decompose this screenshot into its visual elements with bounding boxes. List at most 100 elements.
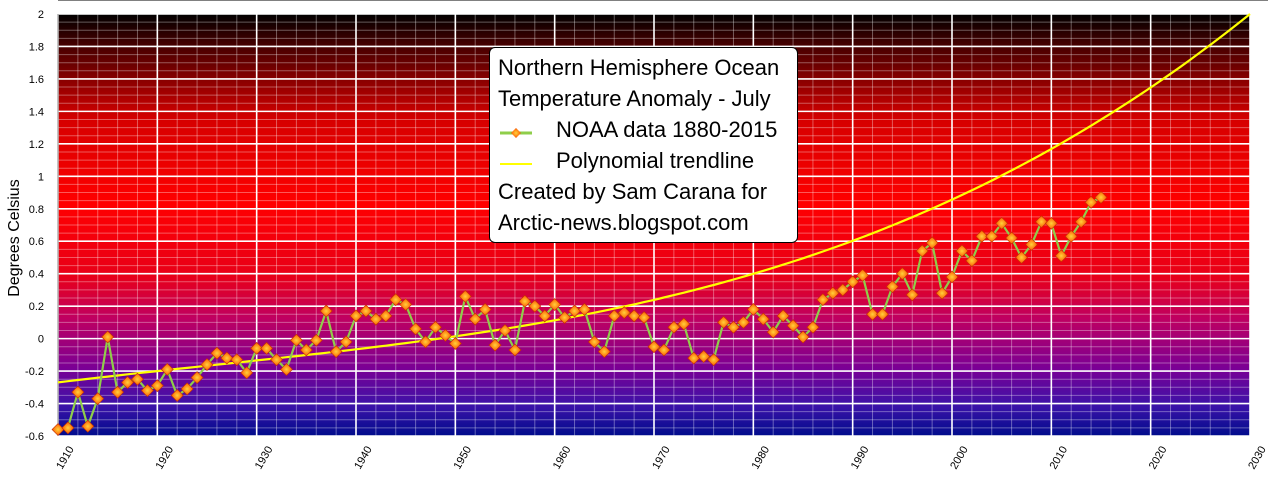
data-point-marker xyxy=(816,293,830,307)
x-tick-label: 1960 xyxy=(551,444,574,471)
data-point-marker xyxy=(786,319,800,333)
x-tick-label: 1930 xyxy=(253,444,276,471)
legend-label-noaa: NOAA data 1880-2015 xyxy=(556,117,778,142)
data-point-marker xyxy=(985,229,999,243)
data-point-marker xyxy=(876,307,889,321)
data-point-marker xyxy=(190,371,204,384)
data-point-marker xyxy=(548,298,562,311)
y-tick-label: 1.6 xyxy=(29,74,44,86)
y-tick-label: -0.6 xyxy=(25,431,44,443)
data-point-marker xyxy=(61,421,75,435)
data-point-marker xyxy=(429,320,442,334)
data-point-marker xyxy=(508,343,522,357)
data-point-marker xyxy=(329,345,343,359)
data-point-marker xyxy=(866,307,879,321)
data-point-marker xyxy=(995,216,1009,230)
data-point-marker xyxy=(975,229,989,243)
data-point-marker xyxy=(498,324,512,337)
credit-line-2: Arctic-news.blogspot.com xyxy=(498,210,749,235)
legend-entry-noaa: NOAA data 1880-2015 xyxy=(498,114,789,145)
data-point-marker xyxy=(280,363,293,376)
y-tick-label: -0.2 xyxy=(25,366,44,378)
data-point-marker xyxy=(210,346,224,360)
data-point-marker xyxy=(309,333,323,347)
data-point-marker xyxy=(111,385,125,399)
data-point-marker xyxy=(180,382,194,396)
data-point-marker xyxy=(617,306,631,320)
data-point-marker xyxy=(1044,216,1058,230)
x-tick-label: 2000 xyxy=(948,444,971,471)
data-point-marker xyxy=(468,312,482,326)
data-point-marker xyxy=(637,311,651,324)
data-point-marker xyxy=(419,335,432,349)
data-point-marker xyxy=(955,244,969,258)
data-point-marker xyxy=(1034,215,1048,229)
data-point-marker xyxy=(667,320,681,334)
data-point-marker xyxy=(915,244,929,258)
data-point-marker xyxy=(607,309,621,323)
x-tick-label: 1970 xyxy=(650,444,673,471)
data-point-marker xyxy=(488,338,502,352)
data-point-marker xyxy=(289,333,303,347)
data-point-marker xyxy=(1074,215,1088,229)
legend-label-trendline: Polynomial trendline xyxy=(556,148,755,173)
data-point-marker xyxy=(200,358,214,372)
legend: Northern Hemisphere Ocean Temperature An… xyxy=(489,47,798,243)
data-point-marker xyxy=(71,385,85,399)
data-point-marker xyxy=(945,270,959,284)
chart-title-line-2: Temperature Anomaly - July xyxy=(498,86,771,111)
y-tick-label: 0 xyxy=(38,334,44,346)
data-point-marker xyxy=(895,267,909,281)
x-tick-label: 1980 xyxy=(750,444,773,471)
data-point-marker xyxy=(299,343,313,357)
data-point-marker xyxy=(1094,190,1108,204)
data-point-marker xyxy=(935,286,949,300)
data-point-marker xyxy=(796,330,810,344)
x-tick-label: 1990 xyxy=(849,444,872,471)
data-point-marker xyxy=(1015,251,1028,264)
data-point-marker xyxy=(677,317,691,331)
data-point-marker xyxy=(240,366,254,380)
x-tick-label: 1910 xyxy=(54,444,77,471)
data-point-marker xyxy=(657,343,671,357)
x-tick-label: 1950 xyxy=(452,444,475,471)
data-point-marker xyxy=(856,268,870,282)
y-tick-label: 0.6 xyxy=(29,236,44,248)
trendline-path xyxy=(57,13,1251,384)
data-point-marker xyxy=(260,341,274,355)
data-point-marker xyxy=(270,353,283,367)
data-point-marker xyxy=(160,363,174,376)
y-tick-label: 0.4 xyxy=(29,269,44,281)
data-point-marker xyxy=(627,309,641,323)
x-tick-label: 2010 xyxy=(1048,444,1071,471)
y-axis-title: Degrees Celsius xyxy=(6,179,23,296)
data-point-marker xyxy=(518,294,532,308)
trendline-series xyxy=(57,13,1251,384)
data-point-marker xyxy=(319,304,333,318)
data-point-marker xyxy=(359,304,373,318)
data-point-marker xyxy=(717,315,730,329)
data-point-marker xyxy=(220,351,234,365)
data-point-marker xyxy=(91,392,105,406)
data-point-marker xyxy=(736,315,750,329)
data-point-marker xyxy=(707,353,721,367)
data-point-marker xyxy=(766,325,780,339)
x-tick-label: 1920 xyxy=(154,444,177,471)
data-point-marker xyxy=(369,312,383,326)
data-point-marker xyxy=(538,309,552,323)
noaa-series xyxy=(51,190,1108,436)
data-point-marker xyxy=(458,289,472,303)
x-tick-labels: 1910 1920 1930 1940 1950 1960 1970 1980 1990 2000… xyxy=(54,444,1268,471)
data-point-marker xyxy=(826,286,840,300)
data-point-marker xyxy=(399,298,413,311)
data-point-marker xyxy=(140,384,154,397)
data-point-marker xyxy=(905,288,919,302)
data-point-marker xyxy=(101,330,115,344)
data-point-marker xyxy=(1084,195,1098,209)
data-point-marker xyxy=(597,345,611,359)
data-point-marker xyxy=(587,335,601,349)
data-point-marker xyxy=(438,328,452,342)
chart-title-line-1: Northern Hemisphere Ocean xyxy=(498,55,780,80)
data-point-marker xyxy=(578,302,591,316)
data-point-marker xyxy=(885,280,899,294)
